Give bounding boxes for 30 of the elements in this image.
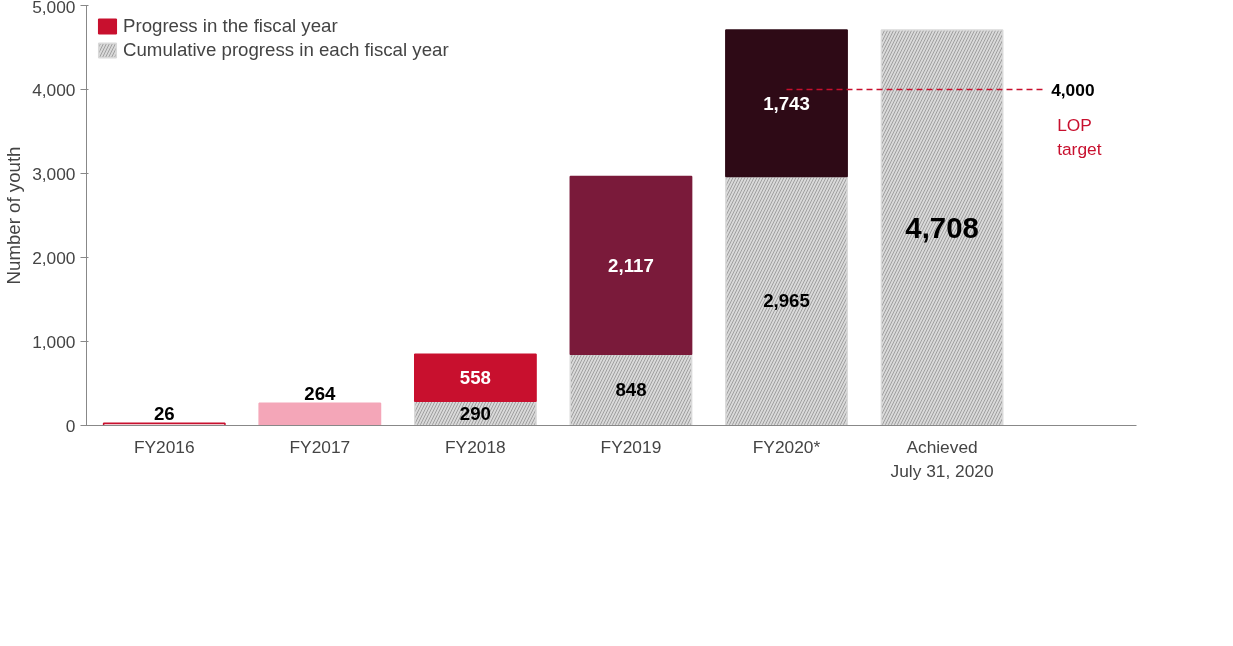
ref-line-label: 4,000	[1051, 79, 1095, 100]
annotation: LOP target	[1057, 114, 1102, 159]
bar	[413, 353, 537, 402]
x-tick-label: FY2020*	[752, 436, 821, 457]
y-tick-label: 1,000	[32, 331, 76, 352]
legend-label: Cumulative progress in each fiscal year	[123, 39, 449, 61]
bar	[725, 29, 848, 178]
data-label: 2,117	[608, 254, 654, 276]
y-tick-label: 3,000	[32, 163, 76, 184]
legend-label: Progress in the fiscal year	[123, 15, 338, 37]
bar	[258, 402, 382, 426]
y-tick-label: 5,000	[32, 0, 76, 17]
data-label: 264	[304, 383, 337, 405]
x-tick-label: Achieved July 31, 2020	[890, 436, 994, 481]
x-tick-label: FY2016	[133, 436, 195, 457]
data-label: 290	[459, 402, 491, 424]
data-label: 26	[153, 403, 175, 425]
data-label: 1,743	[763, 92, 810, 114]
data-label: 4,708	[905, 210, 979, 244]
x-tick-label: FY2017	[289, 436, 351, 457]
y-tick-label: 2,000	[32, 247, 76, 268]
y-tick-label: 4,000	[32, 79, 76, 100]
x-tick-label: FY2019	[600, 436, 662, 457]
x-tick-label: FY2018	[445, 436, 506, 457]
y-tick-label: 0	[65, 415, 76, 436]
y-axis-title: Number of youth	[3, 146, 25, 285]
data-label: 848	[615, 379, 647, 401]
bar	[569, 175, 693, 356]
data-label: 2,965	[763, 290, 810, 312]
data-label: 558	[459, 367, 491, 389]
